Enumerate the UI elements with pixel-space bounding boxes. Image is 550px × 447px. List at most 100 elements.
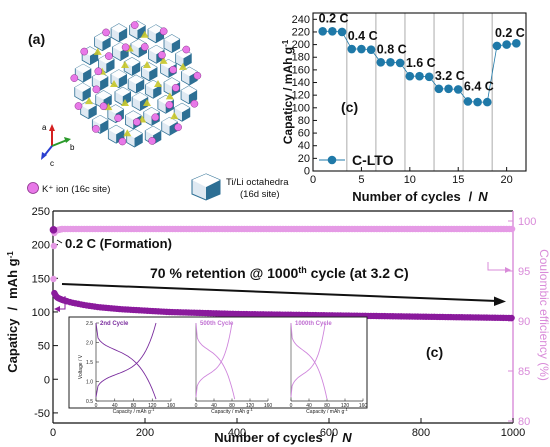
discharge-curve <box>95 322 157 400</box>
octahedron-shape <box>74 82 91 102</box>
right-axis-arrow <box>487 262 511 273</box>
linker-shape <box>121 99 129 107</box>
legend-label: C-LTO <box>352 152 394 168</box>
retention-annotation: 70 % retention @ 1000th cycle (at 3.2 C) <box>150 265 409 281</box>
rate-label: 0.2 C <box>319 11 349 25</box>
y-tick-label: 160 <box>292 64 310 76</box>
x-tick-label: 10 <box>404 174 416 186</box>
linker-shape <box>121 60 129 68</box>
linker-shape <box>165 92 174 100</box>
inset-y-tick-label: 1.5 <box>86 360 93 366</box>
inset-y-tick-label: 0.5 <box>86 399 93 405</box>
rate-label: 6.4 C <box>464 79 494 93</box>
k-ion-sphere <box>169 65 177 74</box>
linker-shape <box>178 62 187 70</box>
k-ion-sphere <box>171 83 180 92</box>
octahedron-shape <box>80 100 97 120</box>
y-tick-label: 40 <box>298 140 310 152</box>
inset-x-tick-label: 40 <box>211 403 217 409</box>
y2-tick-label: 90 <box>518 316 530 328</box>
octahedron-shape <box>173 102 191 122</box>
inset-panel-title: 500th Cycle <box>200 321 234 327</box>
octahedra-legend-line2: (16d site) <box>240 189 280 200</box>
k-ion-legend-icon <box>27 182 39 194</box>
octahedron-shape <box>123 56 141 76</box>
inset-x-tick-label: 120 <box>246 403 255 409</box>
y-tick-label: 220 <box>292 26 310 38</box>
octahedron-shape <box>131 92 149 112</box>
inset-x-tick-label: 160 <box>359 403 368 409</box>
x-tick-label: 600 <box>320 427 338 439</box>
x-tick-label: 0 <box>310 174 316 186</box>
octahedron-shape <box>74 63 92 83</box>
rate-label: 0.4 C <box>348 29 378 43</box>
k-ion-sphere <box>158 51 166 59</box>
inset-x-tick-label: 40 <box>306 403 312 409</box>
y-tick-label: 0 <box>304 166 310 178</box>
octahedron-shape <box>127 74 145 94</box>
k-ion-sphere <box>140 43 149 51</box>
k-ion-sphere <box>165 101 174 109</box>
octahedron-shape <box>181 66 198 86</box>
axis-a-label: a <box>42 123 47 132</box>
linker-shape <box>143 99 151 107</box>
panel-b-ylabel: Capaticy / mAh g-1 <box>281 39 295 144</box>
inset-x-tick-label: 120 <box>148 403 157 409</box>
y2-tick-label: 100 <box>518 216 536 228</box>
k-ion-sphere <box>148 137 156 145</box>
k-ion-sphere <box>70 74 79 82</box>
y-tick-label: 120 <box>292 90 310 102</box>
linker-shape <box>85 97 94 105</box>
x-tick-label: 0 <box>50 427 56 439</box>
rate-label: 1.6 C <box>406 56 436 70</box>
inset-x-tick-label: 80 <box>229 403 235 409</box>
y2-tick-label: 85 <box>518 366 530 378</box>
panel-c-y2label: Coulombic efficiency (%) <box>537 249 550 381</box>
y2-tick-label: 95 <box>518 266 530 278</box>
panel-a-label: (a) <box>28 31 45 47</box>
octahedron-shape <box>110 23 128 43</box>
inset-y-tick-label: 1.0 <box>86 380 93 386</box>
k-ion-sphere <box>193 71 202 80</box>
linker-shape <box>110 80 118 87</box>
panel-a: (a) a b c K⁺ ion (16c site) Ti/Li octa <box>27 20 289 201</box>
crystal-structure-image <box>70 20 202 148</box>
inset-x-tick-label: 0 <box>195 403 198 409</box>
k-ion-sphere <box>151 113 160 122</box>
y-tick-label: 140 <box>292 77 310 89</box>
linker-shape <box>123 129 132 137</box>
axis-triad: a b c <box>41 123 75 168</box>
inset-y-tick-label: 2.0 <box>86 341 93 347</box>
inset-x-tick-label: 160 <box>264 403 273 409</box>
x-tick-label: 20 <box>501 174 513 186</box>
formation-annotation: 0.2 C (Formation) <box>65 236 172 251</box>
k-ion-sphere <box>80 47 89 56</box>
k-ion-sphere <box>190 99 199 108</box>
k-ion-legend-label: K⁺ ion (16c site) <box>42 184 110 195</box>
discharge-curve <box>290 322 328 400</box>
octahedron-shape <box>126 128 143 148</box>
y-tick-label: 80 <box>298 115 310 127</box>
x-tick-label: 800 <box>412 427 430 439</box>
capacity-point <box>508 314 515 322</box>
linker-shape <box>159 56 168 64</box>
panel-c-ylabel: Capaticy/mAh g-1 <box>5 251 20 373</box>
x-tick-label: 5 <box>358 174 364 186</box>
k-ion-sphere <box>102 28 110 37</box>
inset-panel-title: 2nd Cycle <box>100 321 129 327</box>
octahedron-shape <box>163 34 181 54</box>
linker-shape <box>143 60 151 68</box>
coulombic-point <box>508 225 516 233</box>
coulombic-point <box>50 275 57 283</box>
k-ion-sphere <box>74 102 83 110</box>
y-tick-label: 20 <box>298 153 310 165</box>
y-tick-label: 240 <box>292 14 310 26</box>
k-ion-sphere <box>182 45 191 54</box>
linker-shape <box>93 47 102 55</box>
inset-xlabel: Capacity / mAh g-1 <box>113 407 155 415</box>
k-ion-sphere <box>92 85 101 94</box>
y-tick-label: -50 <box>34 408 50 420</box>
linker-shape <box>170 112 179 120</box>
x-tick-label: 400 <box>228 427 246 439</box>
inset-x-tick-label: 80 <box>131 403 137 409</box>
